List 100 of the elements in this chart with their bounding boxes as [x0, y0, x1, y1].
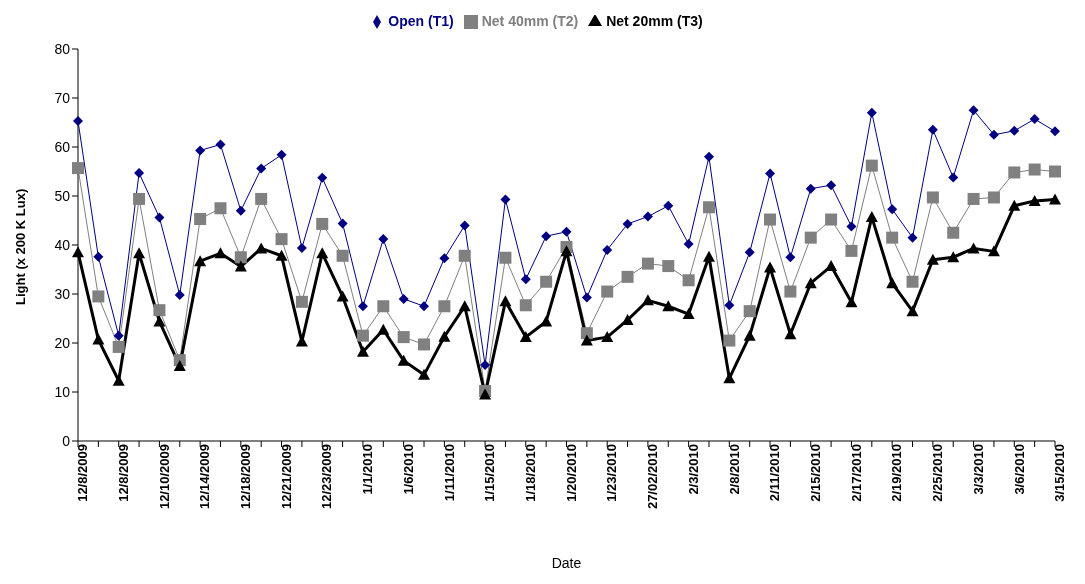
point — [601, 331, 614, 343]
legend-label: Net 20mm (T3) — [606, 13, 703, 29]
point — [886, 231, 899, 244]
legend-label: Open (T1) — [388, 13, 454, 29]
point — [72, 162, 84, 175]
x-tick-label: 2/17/2010 — [848, 444, 864, 502]
point — [459, 220, 470, 231]
point — [275, 233, 288, 246]
point — [703, 151, 714, 162]
point — [397, 354, 410, 366]
point — [723, 334, 736, 347]
point — [418, 338, 431, 351]
point — [194, 255, 207, 267]
point — [967, 192, 980, 205]
x-tick-label: 3/3/2010 — [970, 444, 986, 495]
point — [480, 360, 491, 371]
point — [357, 301, 368, 312]
x-tick-label: 3/6/2010 — [1011, 444, 1027, 495]
point — [743, 329, 756, 341]
point — [907, 232, 918, 243]
point — [356, 345, 369, 357]
point — [1028, 194, 1041, 206]
y-tick-label: 70 — [54, 89, 71, 106]
point — [234, 260, 247, 272]
point — [580, 334, 593, 346]
y-tick-label: 60 — [54, 138, 71, 155]
point — [743, 305, 756, 318]
point — [1049, 165, 1061, 178]
point — [458, 300, 471, 312]
point — [825, 260, 838, 272]
x-tick-label: 2/3/2010 — [685, 444, 701, 495]
point — [865, 211, 878, 223]
point — [887, 204, 898, 215]
x-tick-label: 1/1/2010 — [360, 444, 376, 495]
y-tick-label: 20 — [54, 334, 71, 351]
point — [764, 261, 777, 273]
point — [622, 218, 633, 229]
point — [256, 163, 267, 174]
point — [1008, 166, 1021, 179]
point — [377, 300, 390, 313]
point — [846, 221, 857, 232]
point — [72, 246, 84, 258]
point — [947, 251, 960, 263]
point — [947, 226, 960, 239]
point — [1028, 163, 1041, 176]
point — [744, 247, 755, 258]
point — [621, 313, 634, 325]
point — [113, 330, 124, 341]
point — [561, 226, 572, 237]
point — [438, 300, 451, 313]
point — [865, 159, 878, 172]
point — [967, 242, 980, 254]
point — [255, 192, 268, 205]
point — [317, 172, 328, 183]
point — [133, 247, 146, 259]
point — [988, 129, 999, 140]
point — [702, 250, 715, 262]
point — [336, 249, 349, 262]
point — [316, 217, 329, 230]
point — [73, 116, 83, 127]
point — [682, 274, 695, 287]
x-tick-label: 2/8/2010 — [726, 444, 742, 495]
point — [92, 290, 105, 303]
point — [194, 213, 207, 226]
point — [337, 218, 348, 229]
point — [641, 257, 654, 270]
point — [296, 242, 307, 253]
x-tick-label: 3/15/2010 — [1052, 444, 1068, 502]
point — [519, 331, 532, 343]
point — [926, 191, 939, 204]
point — [642, 211, 653, 222]
point — [153, 315, 166, 327]
point — [764, 213, 777, 226]
point — [601, 285, 614, 298]
point — [336, 290, 349, 302]
point — [663, 200, 674, 211]
x-tick-label: 12/8/2009 — [115, 444, 131, 502]
point — [520, 274, 531, 285]
y-tick-label: 10 — [54, 383, 71, 400]
point — [886, 277, 899, 289]
point — [826, 180, 837, 191]
point — [255, 242, 268, 254]
point — [845, 296, 858, 308]
point — [234, 251, 247, 264]
point — [784, 285, 797, 298]
point — [418, 368, 431, 380]
point — [154, 212, 165, 223]
point — [987, 191, 1000, 204]
point — [499, 251, 512, 264]
y-tick-label: 80 — [54, 40, 71, 57]
y-tick-label: 50 — [54, 187, 71, 204]
x-tick-label: 12/14/2009 — [197, 444, 213, 510]
point — [866, 107, 877, 118]
x-tick-label: 1/18/2010 — [523, 444, 539, 502]
point — [683, 239, 694, 250]
point — [724, 300, 735, 311]
legend-label: Net 40mm (T2) — [481, 13, 579, 29]
point — [1049, 193, 1061, 205]
point — [195, 145, 206, 156]
x-tick-label: 1/15/2010 — [482, 444, 498, 502]
